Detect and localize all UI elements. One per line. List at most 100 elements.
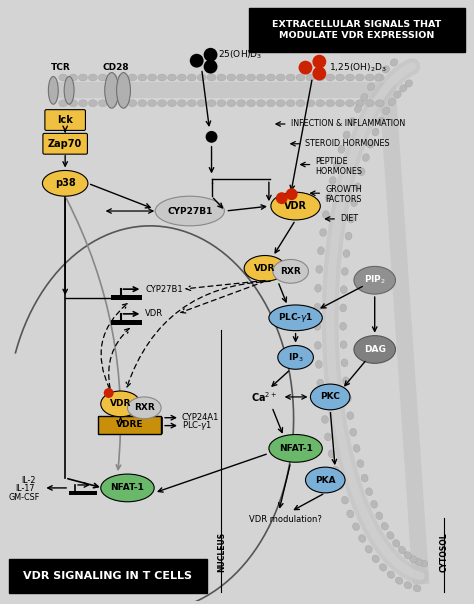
Text: IL-17: IL-17 bbox=[16, 484, 35, 493]
Bar bbox=[110, 295, 142, 300]
Ellipse shape bbox=[305, 467, 345, 493]
Bar bbox=[249, 8, 465, 52]
Ellipse shape bbox=[375, 74, 384, 81]
Ellipse shape bbox=[207, 74, 216, 81]
Ellipse shape bbox=[237, 74, 246, 81]
Ellipse shape bbox=[387, 571, 394, 579]
Ellipse shape bbox=[375, 100, 384, 107]
Ellipse shape bbox=[340, 304, 346, 312]
Ellipse shape bbox=[317, 379, 324, 387]
Ellipse shape bbox=[315, 361, 322, 368]
Ellipse shape bbox=[271, 192, 320, 220]
Ellipse shape bbox=[340, 286, 347, 294]
Text: NUCLEUS: NUCLEUS bbox=[217, 532, 226, 572]
Ellipse shape bbox=[167, 74, 176, 81]
Ellipse shape bbox=[328, 450, 335, 458]
Text: IL-2: IL-2 bbox=[22, 475, 36, 484]
Ellipse shape bbox=[98, 100, 107, 107]
Bar bbox=[9, 559, 207, 593]
Ellipse shape bbox=[217, 100, 226, 107]
Ellipse shape bbox=[346, 74, 355, 81]
Text: CYP27B1: CYP27B1 bbox=[145, 284, 183, 294]
Ellipse shape bbox=[207, 100, 216, 107]
Ellipse shape bbox=[358, 535, 366, 542]
Ellipse shape bbox=[394, 91, 401, 98]
Ellipse shape bbox=[269, 305, 322, 330]
Ellipse shape bbox=[354, 183, 361, 191]
Ellipse shape bbox=[341, 268, 348, 275]
Ellipse shape bbox=[286, 74, 295, 81]
Ellipse shape bbox=[306, 100, 315, 107]
Ellipse shape bbox=[321, 416, 328, 423]
Ellipse shape bbox=[398, 546, 406, 554]
Ellipse shape bbox=[246, 100, 255, 107]
Text: PIP$_2$: PIP$_2$ bbox=[364, 274, 386, 286]
Ellipse shape bbox=[187, 100, 196, 107]
Ellipse shape bbox=[314, 341, 321, 349]
Ellipse shape bbox=[69, 74, 78, 81]
Text: VDR SIGNALING IN T CELLS: VDR SIGNALING IN T CELLS bbox=[23, 571, 192, 581]
Ellipse shape bbox=[296, 100, 305, 107]
Ellipse shape bbox=[310, 384, 350, 410]
Text: CYP24A1: CYP24A1 bbox=[182, 413, 219, 422]
Ellipse shape bbox=[336, 100, 345, 107]
Circle shape bbox=[204, 48, 218, 62]
Text: Ca$^{2+}$: Ca$^{2+}$ bbox=[251, 390, 277, 404]
Ellipse shape bbox=[276, 100, 285, 107]
Ellipse shape bbox=[371, 500, 378, 508]
Ellipse shape bbox=[246, 74, 255, 81]
Text: RXR: RXR bbox=[280, 267, 301, 276]
Ellipse shape bbox=[48, 77, 58, 104]
Ellipse shape bbox=[372, 128, 379, 136]
Circle shape bbox=[104, 388, 114, 398]
Ellipse shape bbox=[347, 412, 354, 420]
Ellipse shape bbox=[167, 100, 176, 107]
Ellipse shape bbox=[269, 434, 322, 462]
Ellipse shape bbox=[400, 85, 407, 92]
Ellipse shape bbox=[357, 460, 364, 467]
Ellipse shape bbox=[42, 170, 88, 196]
Ellipse shape bbox=[108, 100, 117, 107]
Ellipse shape bbox=[367, 83, 375, 91]
Text: VDR: VDR bbox=[145, 309, 164, 318]
Ellipse shape bbox=[315, 284, 321, 292]
Ellipse shape bbox=[390, 59, 398, 66]
Bar bbox=[69, 491, 97, 495]
Ellipse shape bbox=[319, 228, 327, 236]
Ellipse shape bbox=[237, 100, 246, 107]
Ellipse shape bbox=[89, 100, 97, 107]
Text: PLC-$\gamma$1: PLC-$\gamma$1 bbox=[182, 419, 212, 432]
Text: CYP27B1: CYP27B1 bbox=[167, 207, 212, 216]
Ellipse shape bbox=[415, 559, 423, 565]
Ellipse shape bbox=[117, 72, 130, 108]
FancyBboxPatch shape bbox=[45, 110, 85, 130]
Ellipse shape bbox=[362, 153, 369, 161]
Ellipse shape bbox=[354, 266, 395, 294]
Ellipse shape bbox=[392, 539, 400, 547]
Ellipse shape bbox=[197, 100, 206, 107]
Ellipse shape bbox=[354, 336, 395, 364]
Ellipse shape bbox=[350, 428, 357, 436]
Circle shape bbox=[286, 188, 298, 200]
Ellipse shape bbox=[325, 433, 331, 441]
Ellipse shape bbox=[148, 100, 156, 107]
Ellipse shape bbox=[314, 323, 321, 330]
Ellipse shape bbox=[340, 323, 346, 330]
FancyBboxPatch shape bbox=[43, 133, 87, 154]
Ellipse shape bbox=[118, 74, 127, 81]
Ellipse shape bbox=[387, 532, 394, 539]
Ellipse shape bbox=[227, 74, 236, 81]
Ellipse shape bbox=[148, 74, 156, 81]
Text: CYTOSOL: CYTOSOL bbox=[439, 532, 448, 572]
Text: Zap70: Zap70 bbox=[48, 139, 82, 149]
Text: VDR: VDR bbox=[110, 399, 131, 408]
Ellipse shape bbox=[345, 232, 352, 240]
Ellipse shape bbox=[356, 100, 365, 107]
Text: GM-CSF: GM-CSF bbox=[9, 493, 40, 503]
Text: FACTORS: FACTORS bbox=[325, 194, 362, 204]
Ellipse shape bbox=[118, 100, 127, 107]
Ellipse shape bbox=[353, 523, 360, 530]
Ellipse shape bbox=[337, 481, 344, 489]
Text: RXR: RXR bbox=[134, 403, 155, 413]
Ellipse shape bbox=[343, 249, 350, 257]
